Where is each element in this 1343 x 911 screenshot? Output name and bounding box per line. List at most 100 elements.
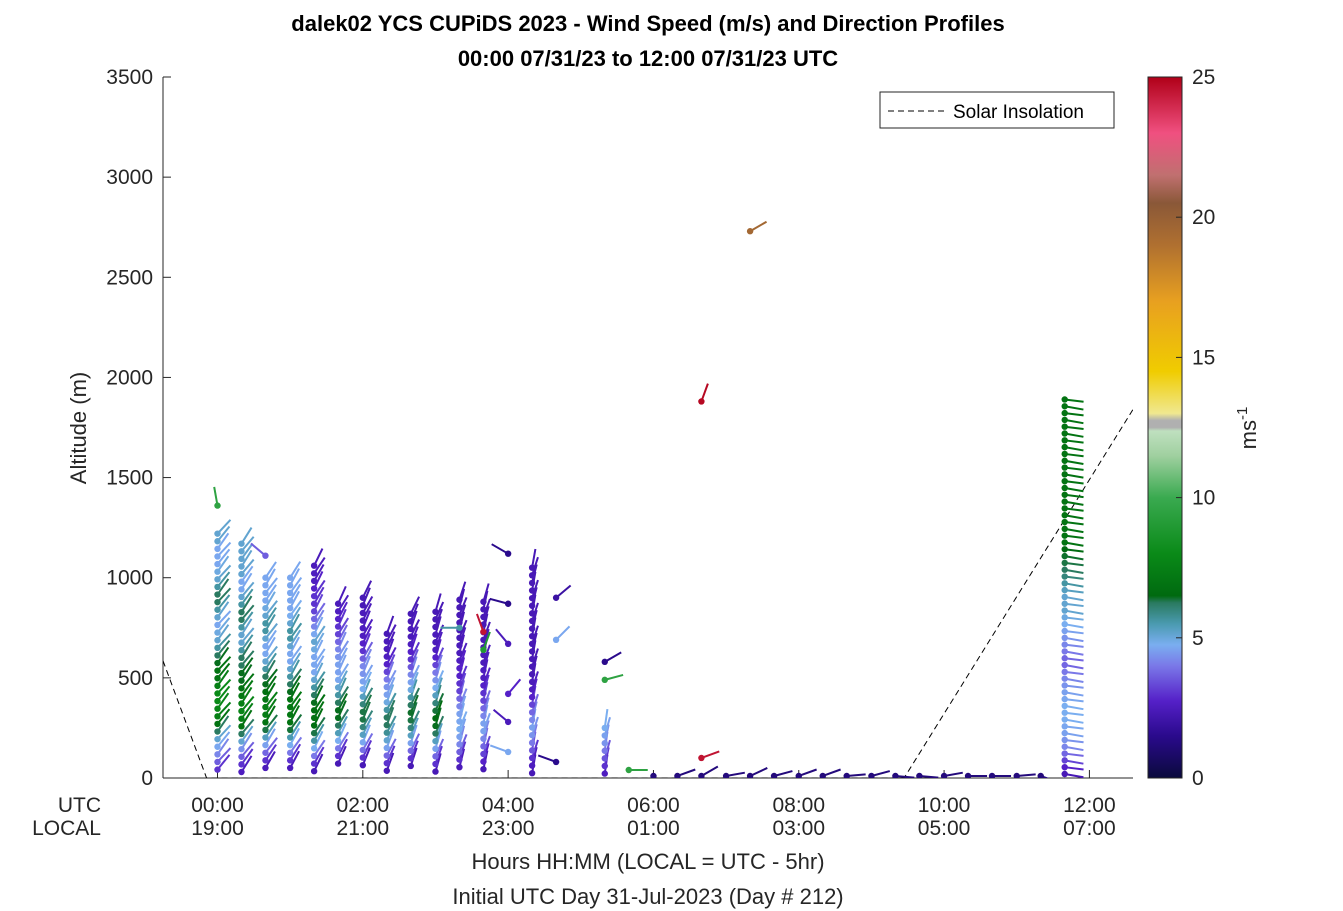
wind-barb-point	[528, 731, 536, 739]
wind-barb-point	[334, 608, 342, 615]
wind-barb-point	[456, 733, 463, 740]
wind-barb-point	[1061, 614, 1068, 621]
wind-barb	[238, 549, 253, 570]
wind-barb-point	[1061, 430, 1068, 437]
wind-barb-point	[432, 699, 439, 707]
wind-barb	[359, 740, 373, 761]
wind-barb-point	[1061, 573, 1068, 580]
wind-barb-point	[407, 724, 414, 732]
wind-barb	[238, 542, 254, 563]
wind-barb	[262, 751, 276, 772]
y-axis-label: Altitude (m)	[66, 372, 91, 484]
wind-barb-point	[383, 714, 390, 721]
wind-barb	[1061, 573, 1084, 580]
wind-barb-point	[456, 756, 463, 763]
wind-barb	[407, 664, 420, 686]
wind-barb	[495, 628, 512, 648]
wind-barb	[480, 583, 490, 605]
wind-barb	[310, 693, 326, 714]
wind-barb	[310, 700, 325, 722]
wind-barb-point	[383, 706, 390, 714]
wind-barb-point	[407, 701, 414, 709]
wind-barb-point	[310, 661, 318, 668]
wind-barb-point	[359, 761, 367, 769]
wind-barb-point	[334, 699, 342, 706]
wind-barb	[480, 735, 491, 758]
colorbar-tick-0: 0	[1192, 767, 1204, 790]
wind-barb	[940, 771, 963, 778]
wind-barb	[456, 688, 468, 710]
wind-barb	[746, 220, 768, 235]
wind-barb-point	[238, 639, 245, 646]
wind-barb-point	[383, 729, 390, 736]
wind-barb-point	[262, 764, 269, 772]
wind-barb	[407, 679, 418, 701]
wind-barb	[214, 555, 230, 575]
wind-barb	[1061, 403, 1084, 411]
wind-barb	[1061, 763, 1084, 771]
wind-barb	[1061, 682, 1084, 689]
wind-barb-point	[528, 693, 536, 701]
wind-barb	[238, 558, 255, 578]
wind-barb-point	[238, 555, 245, 563]
wind-barb	[286, 713, 303, 734]
wind-barb	[674, 768, 696, 778]
wind-barb	[359, 701, 371, 723]
wind-barbs	[213, 220, 1084, 778]
wind-barb-point	[359, 708, 367, 716]
wind-barb-point	[262, 604, 269, 612]
wind-barb	[310, 563, 325, 585]
wind-barb	[843, 772, 866, 778]
wind-barb	[262, 668, 278, 688]
wind-barb-point	[407, 686, 414, 694]
wind-barb	[238, 732, 253, 753]
wind-barb	[310, 586, 325, 607]
wind-barb	[1061, 702, 1084, 711]
wind-barb	[650, 772, 657, 778]
wind-barb-point	[383, 744, 390, 752]
wind-barb-point	[334, 745, 342, 752]
wind-barb-point	[359, 609, 367, 617]
wind-barb	[334, 745, 347, 767]
wind-barb-point	[286, 620, 294, 627]
wind-barb	[383, 699, 396, 721]
wind-barb-point	[214, 560, 221, 568]
wind-barb-point	[214, 538, 221, 545]
wind-barb-point	[214, 502, 221, 509]
wind-barb	[407, 710, 420, 732]
wind-barb	[334, 647, 348, 668]
wind-barb-point	[770, 772, 778, 778]
wind-barb-point	[214, 667, 221, 674]
wind-barb	[286, 750, 300, 772]
wind-barb	[528, 556, 539, 579]
wind-barb	[238, 650, 255, 669]
wind-barb-point	[1061, 607, 1068, 614]
wind-barb-point	[480, 598, 487, 605]
wind-barb-point	[214, 675, 221, 682]
wind-barb-point	[214, 758, 221, 766]
wind-barb-point	[1061, 403, 1068, 410]
colorbar-ticks: 0 5 10 15 20 25	[1176, 66, 1215, 790]
x-tick-local-0100: 01:00	[627, 817, 680, 840]
wind-barb	[262, 675, 277, 696]
wind-barb-point	[359, 617, 367, 624]
wind-barb	[238, 657, 254, 677]
wind-barb	[214, 610, 232, 629]
wind-barb-point	[334, 623, 342, 630]
wind-barb	[432, 677, 443, 699]
x-tick-utc-1200: 12:00	[1063, 794, 1116, 817]
wind-barb	[286, 727, 300, 749]
wind-barb	[214, 624, 230, 644]
wind-barb-point	[383, 645, 390, 653]
wind-barb-point	[310, 707, 318, 714]
wind-barb	[480, 621, 491, 644]
wind-barb	[528, 648, 539, 670]
wind-barb-point	[214, 697, 221, 705]
x-tick-utc-0200: 02:00	[337, 794, 390, 817]
wind-barb-point	[310, 608, 318, 615]
wind-barb	[310, 579, 326, 600]
wind-barb	[310, 671, 326, 691]
wind-barb-point	[1061, 552, 1068, 560]
wind-barb-point	[964, 772, 972, 778]
wind-barb	[432, 715, 445, 737]
